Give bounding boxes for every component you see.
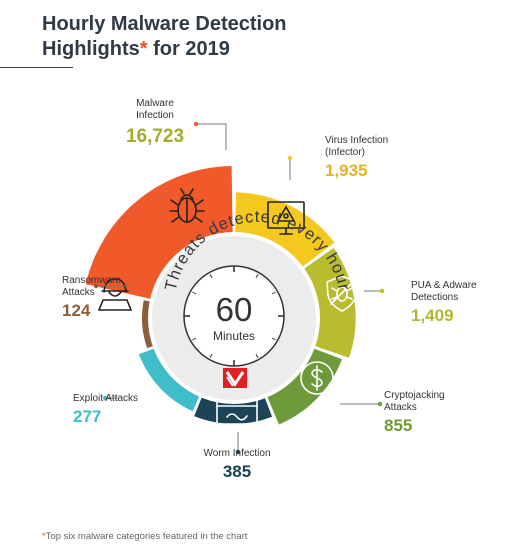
label-value: 277	[73, 407, 101, 426]
title-line-2: Highlights	[42, 38, 140, 60]
label-name: Virus Infection	[325, 135, 388, 146]
leader-dot	[377, 401, 383, 407]
clock-tick	[255, 353, 259, 358]
clock-tick	[192, 337, 197, 341]
title-asterisk: *	[139, 38, 148, 60]
segment-padlock	[138, 348, 200, 412]
segment-virus-monitor	[235, 192, 335, 268]
leader-dot	[102, 395, 108, 401]
padlock-icon	[121, 375, 145, 407]
label-value: 855	[384, 416, 412, 435]
label-padlock: Exploit Attacks 277	[73, 393, 138, 426]
chart-leaders	[93, 121, 385, 455]
clock-tick	[271, 291, 276, 295]
dollar-coin-icon	[300, 361, 334, 395]
label-name-line-2: Infection	[136, 110, 174, 121]
label-name-line-2: Detections	[411, 292, 458, 303]
leader-dot	[93, 283, 99, 289]
label-value: 1,935	[325, 161, 368, 180]
label-name: PUA & Adware	[411, 280, 477, 291]
footnote-text: Top six malware categories featured in t…	[45, 531, 248, 542]
leader-dot	[287, 155, 293, 161]
segment-bug	[85, 166, 233, 300]
leader-line	[196, 123, 227, 150]
title-underline	[0, 67, 73, 68]
segment-worm-window	[194, 395, 273, 424]
hacker-icon	[97, 278, 133, 311]
label-name: Ransomware	[62, 275, 121, 286]
title-line-1: Hourly Malware Detection	[42, 13, 287, 35]
clock-ticks	[184, 266, 284, 366]
clock-tick	[192, 291, 197, 295]
center-unit: Minutes	[213, 329, 255, 343]
label-value: 124	[62, 301, 91, 320]
label-value: 16,723	[126, 126, 184, 147]
segment-dollar-coin	[266, 348, 342, 425]
footnote-asterisk: *	[42, 531, 46, 542]
shield-bug-icon	[326, 275, 358, 312]
label-name: Malware	[136, 98, 174, 109]
label-value: 385	[223, 462, 251, 481]
leader-dot	[235, 449, 241, 455]
clock-tick	[271, 337, 276, 341]
label-value: 1,409	[411, 306, 454, 325]
chart-title: Hourly Malware Detection Highlights* for…	[42, 12, 482, 62]
leader-dot	[193, 121, 199, 127]
label-name: Worm Infection	[203, 448, 270, 459]
label-name: Exploit Attacks	[73, 393, 138, 404]
clock-tick	[209, 274, 213, 279]
label-name-line-2: Attacks	[384, 402, 417, 413]
leader-dot	[379, 288, 385, 294]
bug-icon	[169, 188, 205, 223]
virus-monitor-icon	[267, 201, 305, 235]
title-line-2-rest: for 2019	[147, 38, 230, 60]
label-name: Cryptojacking	[384, 390, 445, 401]
chart-icons	[97, 188, 358, 425]
label-name-line-2: Attacks	[62, 287, 95, 298]
clock-tick	[255, 274, 259, 279]
clock-tick	[209, 353, 213, 358]
center-number: 60	[216, 291, 253, 328]
label-worm-window: Worm Infection 385	[203, 448, 270, 481]
brand-logo	[223, 368, 247, 388]
label-virus-monitor: Virus Infection(Infector) 1,935	[325, 135, 388, 180]
footnote: *Top six malware categories featured in …	[42, 531, 247, 542]
label-name-line-2: (Infector)	[325, 147, 365, 158]
